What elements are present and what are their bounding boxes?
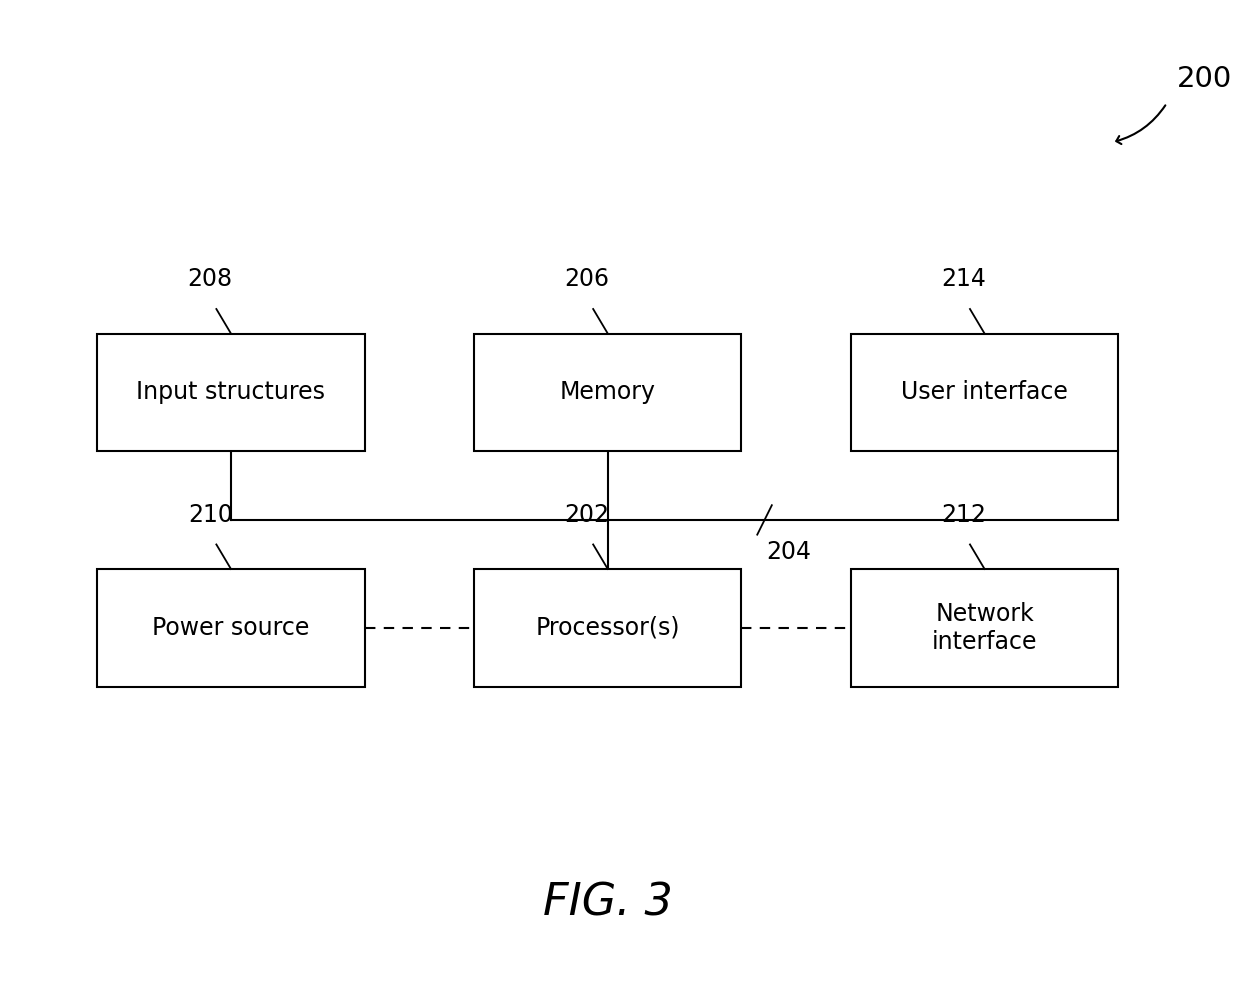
Text: 206: 206: [564, 268, 610, 291]
FancyBboxPatch shape: [474, 334, 742, 451]
Text: 210: 210: [187, 503, 233, 527]
Text: 212: 212: [941, 503, 986, 527]
FancyBboxPatch shape: [851, 569, 1118, 687]
Text: 202: 202: [564, 503, 610, 527]
Text: 214: 214: [941, 268, 986, 291]
Text: 204: 204: [766, 540, 811, 563]
FancyBboxPatch shape: [97, 569, 365, 687]
FancyBboxPatch shape: [851, 334, 1118, 451]
Text: Network
interface: Network interface: [931, 602, 1038, 653]
FancyBboxPatch shape: [474, 569, 742, 687]
Text: 200: 200: [1177, 65, 1231, 93]
FancyBboxPatch shape: [97, 334, 365, 451]
Text: FIG. 3: FIG. 3: [543, 881, 672, 924]
Text: Memory: Memory: [559, 381, 656, 404]
Text: Power source: Power source: [153, 616, 310, 640]
Text: Input structures: Input structures: [136, 381, 325, 404]
Text: Processor(s): Processor(s): [536, 616, 680, 640]
Text: 208: 208: [187, 268, 233, 291]
Text: User interface: User interface: [901, 381, 1068, 404]
